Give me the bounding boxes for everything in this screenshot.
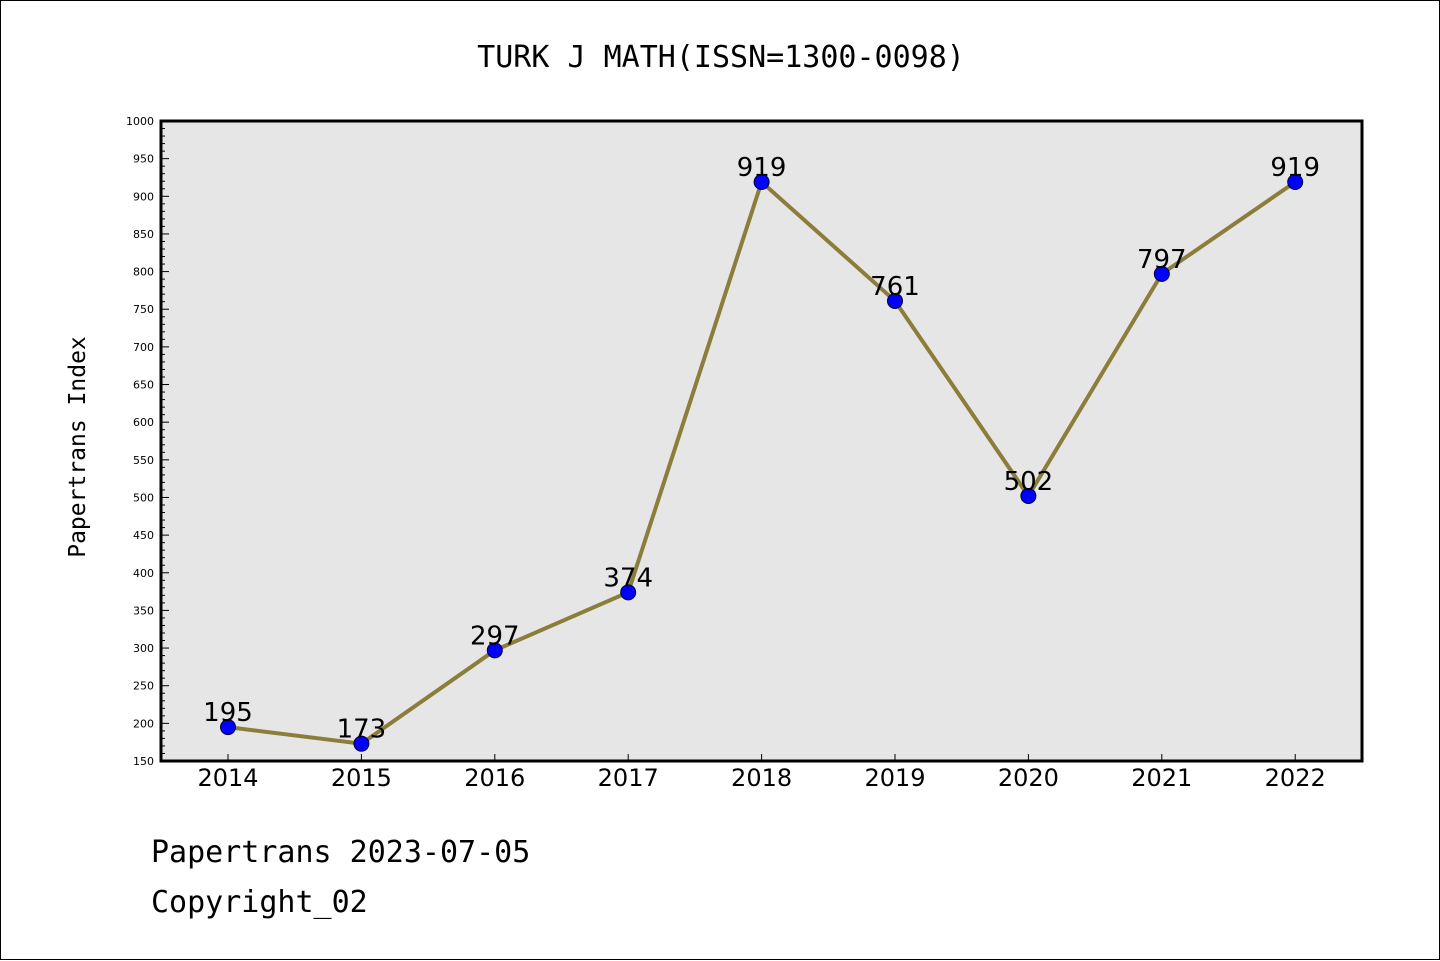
y-tick-label: 500 [133,491,154,504]
data-label: 173 [337,715,387,745]
data-label: 297 [470,621,520,651]
data-label: 919 [737,153,787,183]
y-tick-label: 450 [133,529,154,542]
data-label: 502 [1004,467,1054,497]
y-tick-label: 900 [133,190,154,203]
y-tick-label: 700 [133,341,154,354]
data-point [220,719,236,736]
footer-date: Papertrans 2023-07-05 [151,835,531,870]
data-point [353,735,370,752]
x-tick-label: 2018 [731,764,792,792]
data-label: 797 [1137,245,1187,275]
data-point [620,584,637,601]
plot-area [159,119,1364,763]
y-tick-label: 850 [133,228,154,241]
y-tick-label: 1000 [126,115,154,128]
data-point [486,642,503,659]
y-tick-label: 350 [133,604,154,617]
x-tick-label: 2019 [864,764,925,792]
data-point [1287,173,1304,190]
data-label: 919 [1270,153,1320,183]
y-tick-label: 300 [133,642,154,655]
y-tick-label: 950 [133,153,154,166]
y-tick-label: 600 [133,416,154,429]
data-point [1020,487,1037,504]
y-tick-label: 200 [133,717,154,730]
x-tick-label: 2021 [1131,764,1192,792]
y-tick-label: 400 [133,567,154,580]
x-tick-label: 2017 [598,764,659,792]
x-axis-ticks: 2014 2015 2016 2017 2018 2019 2020 2021 2022 [197,754,1326,792]
data-markers [220,173,1304,752]
data-label: 761 [870,272,920,302]
data-labels: 195 173 297 374 919 761 502 797 919 [203,153,1320,745]
x-tick-label: 2014 [197,764,258,792]
data-label: 195 [203,698,253,728]
y-tick-label: 150 [133,755,154,768]
data-point [887,292,903,309]
x-tick-label: 2022 [1265,764,1326,792]
y-minor-ticks [161,128,165,754]
chart-title: TURK J MATH(ISSN=1300-0098) [477,40,965,75]
y-axis-ticks: 150 200 250 300 350 400 450 500 550 600 650 700 750 8… [126,115,169,768]
y-tick-label: 750 [133,303,154,316]
y-tick-label: 800 [133,266,154,279]
y-tick-label: 550 [133,454,154,467]
y-axis-label: Papertrans Index [65,336,91,558]
y-tick-label: 650 [133,379,154,392]
data-label: 374 [603,563,653,593]
x-tick-label: 2020 [998,764,1059,792]
data-point [1153,265,1170,282]
x-tick-label: 2016 [464,764,525,792]
x-tick-label: 2015 [331,764,392,792]
footer-copyright: Copyright_02 [151,885,368,920]
y-tick-label: 250 [133,680,154,693]
data-point [753,173,770,190]
